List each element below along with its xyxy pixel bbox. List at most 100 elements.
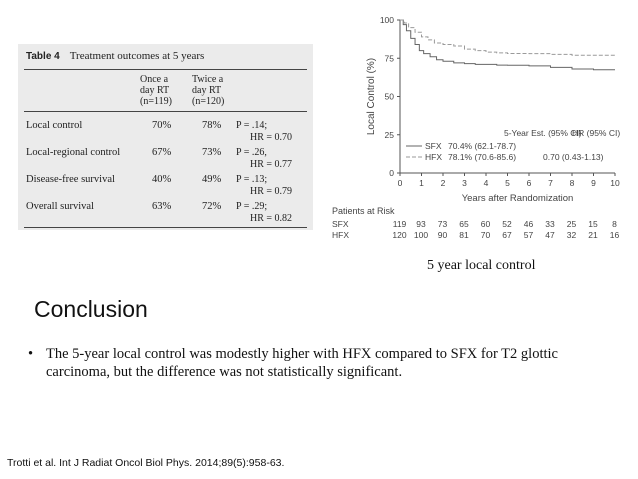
y-tick-label: 100 (380, 15, 394, 25)
risk-count: 46 (524, 219, 534, 229)
p-value: P = .14; (236, 120, 268, 131)
y-tick-label: 25 (385, 130, 395, 140)
risk-count: 32 (567, 230, 577, 240)
row-once-value: 67% (152, 147, 172, 158)
treatment-outcomes-table: Table 4 Treatment outcomes at 5 years Onc… (18, 44, 313, 230)
risk-count: 60 (481, 219, 491, 229)
col2-line1: Twice a (192, 74, 224, 85)
risk-count: 33 (545, 219, 555, 229)
x-tick-label: 0 (398, 178, 403, 188)
row-once-value: 70% (152, 120, 172, 131)
risk-count: 25 (567, 219, 577, 229)
risk-count: 90 (438, 230, 448, 240)
chart-caption: 5 year local control (427, 258, 536, 273)
y-tick-label: 75 (385, 53, 395, 63)
legend-est-hfx: 78.1% (70.6-85.6) (448, 152, 516, 162)
col2-line3: (n=120) (192, 96, 225, 107)
risk-count: 70 (481, 230, 491, 240)
legend-header-hr: HR (95% CI) (572, 128, 620, 138)
risk-count: 52 (502, 219, 512, 229)
risk-count: 119 (393, 219, 407, 229)
risk-count: 73 (438, 219, 448, 229)
tick-labels: 0 25 50 75 100 0 1 2 3 4 5 6 7 8 9 10 (380, 15, 620, 188)
row-label: Local control (26, 120, 83, 131)
hazard-ratio: HR = 0.79 (250, 186, 293, 197)
hazard-ratio: HR = 0.77 (250, 159, 293, 170)
curve-hfx (400, 19, 615, 56)
row-label: Local-regional control (26, 147, 121, 158)
col2-line2: day RT (192, 85, 222, 96)
col1-line3: (n=119) (140, 96, 172, 107)
hazard-ratio: HR = 0.82 (250, 213, 293, 224)
table-title: Table 4 Treatment outcomes at 5 years (26, 50, 204, 62)
risk-count: 100 (414, 230, 428, 240)
row-once-value: 63% (152, 201, 172, 212)
table-header-rule (24, 111, 307, 112)
column-header-once: Once a day RT (n=119) (140, 74, 172, 107)
x-tick-label: 9 (591, 178, 596, 188)
citation: Trotti et al. Int J Radiat Oncol Biol Ph… (7, 457, 285, 469)
risk-count: 57 (524, 230, 534, 240)
risk-count: 93 (416, 219, 426, 229)
bullet-marker: • (28, 346, 34, 362)
column-header-twice: Twice a day RT (n=120) (192, 74, 224, 107)
risk-count: 67 (502, 230, 512, 240)
y-tick-label: 50 (385, 92, 395, 102)
row-twice-value: 49% (202, 174, 222, 185)
risk-table-title: Patients at Risk (332, 206, 395, 216)
risk-row-name: HFX (332, 230, 349, 240)
axes (397, 19, 616, 176)
curve-sfx (400, 19, 615, 71)
row-p-value: P = .26, HR = 0.77 (236, 147, 292, 171)
x-tick-label: 7 (548, 178, 553, 188)
legend-hr-hfx: 0.70 (0.43-1.13) (543, 152, 604, 162)
legend-name-hfx: HFX (425, 152, 442, 162)
row-once-value: 40% (152, 174, 172, 185)
x-tick-label: 5 (505, 178, 510, 188)
x-tick-label: 4 (484, 178, 489, 188)
legend-est-sfx: 70.4% (62.1-78.7) (448, 141, 516, 151)
risk-count: 8 (612, 219, 617, 229)
conclusion-bullet: • The 5-year local control was modestly … (28, 345, 608, 381)
chart-legend: 5-Year Est. (95% CI) HR (95% CI) SFX 70.… (406, 128, 620, 162)
row-label: Overall survival (26, 201, 94, 212)
risk-count: 16 (610, 230, 620, 240)
row-twice-value: 72% (202, 201, 222, 212)
x-tick-label: 2 (441, 178, 446, 188)
risk-row-name: SFX (332, 219, 349, 229)
table-bottom-rule (24, 227, 307, 228)
risk-count: 120 (392, 230, 406, 240)
y-axis-label: Local Control (%) (366, 58, 377, 135)
y-tick-label: 0 (389, 168, 394, 178)
p-value: P = .13; (236, 174, 268, 185)
legend-header-est: 5-Year Est. (95% CI) (504, 128, 582, 138)
x-tick-label: 6 (527, 178, 532, 188)
legend-name-sfx: SFX (425, 141, 442, 151)
row-twice-value: 73% (202, 147, 222, 158)
risk-count: 47 (545, 230, 555, 240)
x-tick-label: 8 (570, 178, 575, 188)
table-top-rule (24, 69, 307, 70)
x-tick-label: 10 (610, 178, 620, 188)
x-tick-label: 1 (419, 178, 424, 188)
risk-count: 21 (588, 230, 598, 240)
x-axis-label: Years after Randomization (462, 193, 574, 204)
table-label: Table 4 (26, 51, 60, 62)
col1-line2: day RT (140, 85, 170, 96)
risk-table: SFX 119 93 73 65 60 52 46 33 25 15 8 HFX 120 100 90 81 70… (332, 219, 619, 240)
col1-line1: Once a (140, 74, 169, 85)
x-tick-label: 3 (462, 178, 467, 188)
hazard-ratio: HR = 0.70 (250, 132, 293, 143)
row-p-value: P = .13; HR = 0.79 (236, 174, 292, 198)
table-title-text: Treatment outcomes at 5 years (69, 50, 205, 62)
survival-curves (400, 19, 615, 71)
p-value: P = .29; (236, 201, 268, 212)
row-p-value: P = .29; HR = 0.82 (236, 201, 292, 225)
risk-count: 15 (588, 219, 598, 229)
bullet-text: The 5-year local control was modestly hi… (46, 346, 558, 380)
row-label: Disease-free survival (26, 174, 115, 185)
row-p-value: P = .14; HR = 0.70 (236, 120, 292, 144)
p-value: P = .26, (236, 147, 267, 158)
section-heading: Conclusion (34, 296, 148, 322)
